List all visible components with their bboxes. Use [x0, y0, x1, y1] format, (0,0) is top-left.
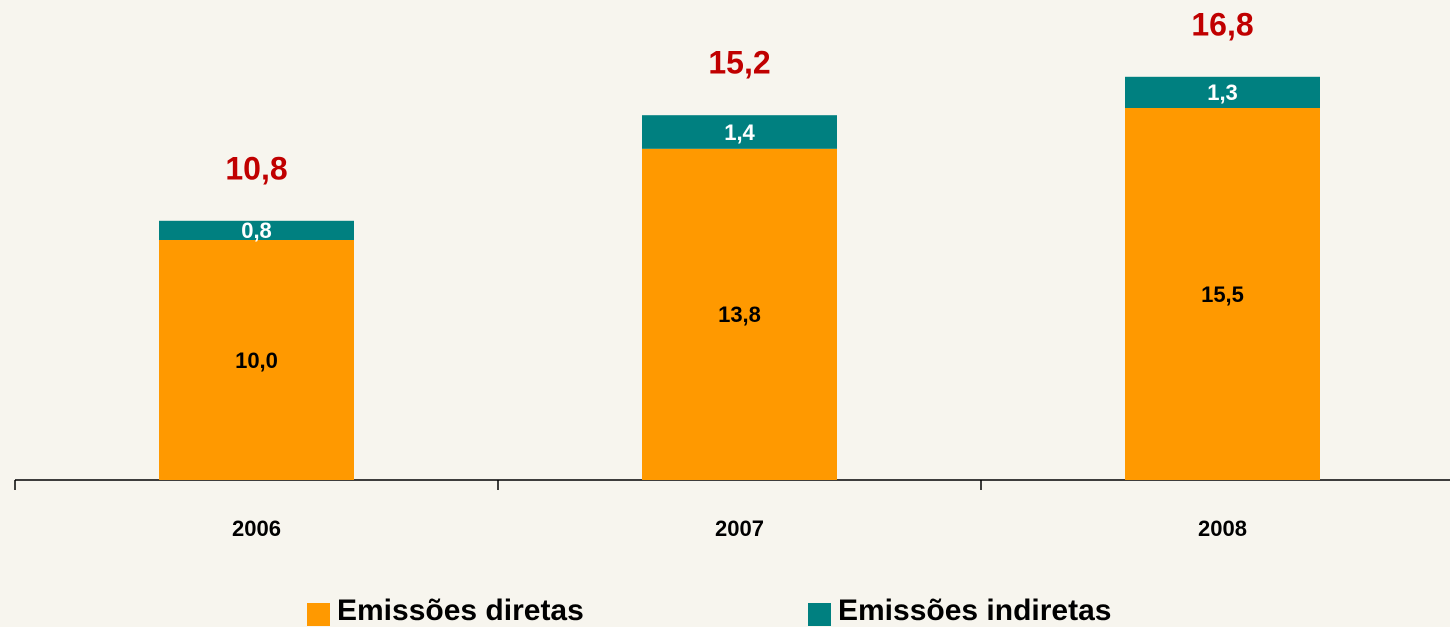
value-label: 0,8 [241, 218, 272, 243]
bar-segment [642, 115, 837, 149]
bar-segment [159, 220, 354, 240]
value-label: 1,4 [724, 120, 755, 145]
value-label: 1,3 [1207, 80, 1238, 105]
x-tick-label: 2007 [715, 516, 764, 541]
total-label: 15,2 [708, 45, 770, 81]
value-label: 10,0 [235, 348, 278, 373]
x-tick-label: 2008 [1198, 516, 1247, 541]
x-tick-label: 2006 [232, 516, 281, 541]
legend-swatch [307, 603, 330, 626]
bar-segment [1125, 108, 1320, 480]
legend-swatch [808, 603, 831, 626]
total-label: 16,8 [1191, 6, 1253, 42]
bar-segment [159, 240, 354, 480]
total-label: 10,8 [225, 150, 287, 186]
value-label: 15,5 [1201, 282, 1244, 307]
value-label: 13,8 [718, 302, 761, 327]
legend-label: Emissões diretas [337, 594, 584, 627]
bar-segment [642, 148, 837, 481]
bar-segment [1125, 76, 1320, 108]
legend-label: Emissões indiretas [838, 594, 1111, 627]
